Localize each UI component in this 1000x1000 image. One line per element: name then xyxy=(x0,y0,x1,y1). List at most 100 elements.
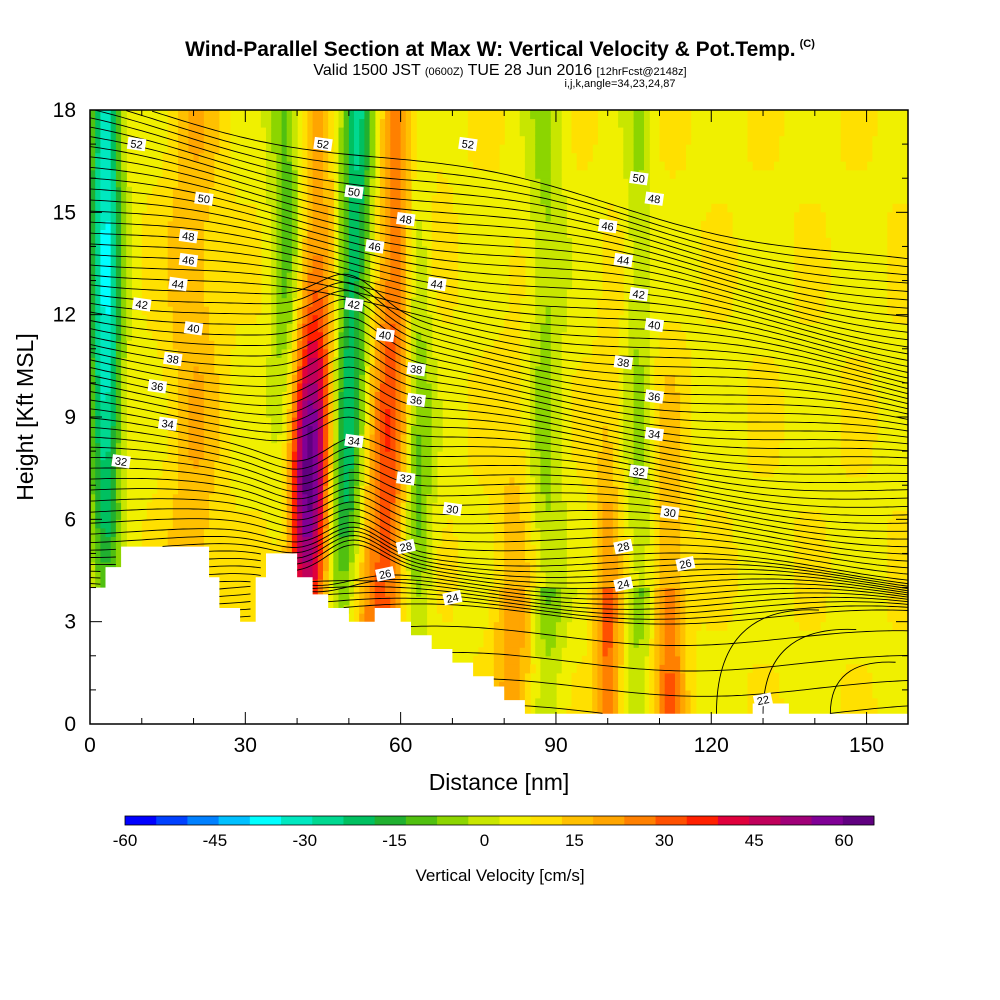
velocity-cell xyxy=(545,348,552,358)
velocity-cell xyxy=(100,562,107,572)
velocity-cell xyxy=(333,434,340,444)
velocity-cell xyxy=(209,425,215,435)
velocity-cell xyxy=(276,178,283,188)
velocity-cell xyxy=(426,374,433,384)
velocity-cell xyxy=(592,340,598,350)
velocity-cell xyxy=(644,340,650,350)
velocity-cell xyxy=(612,510,619,520)
velocity-cell xyxy=(416,229,422,239)
velocity-cell xyxy=(121,442,127,452)
velocity-cell xyxy=(597,391,604,401)
velocity-cell xyxy=(255,280,262,290)
velocity-cell xyxy=(550,672,557,682)
velocity-cell xyxy=(612,493,619,503)
velocity-cell xyxy=(167,510,174,520)
velocity-cell xyxy=(467,417,474,427)
velocity-cell xyxy=(183,203,189,213)
velocity-cell xyxy=(235,272,241,282)
velocity-cell xyxy=(607,698,614,708)
velocity-cell xyxy=(286,331,293,341)
velocity-cell xyxy=(281,382,288,392)
velocity-cell xyxy=(447,263,453,273)
velocity-cell xyxy=(400,237,407,247)
velocity-cell xyxy=(338,110,345,120)
velocity-cell xyxy=(115,442,122,452)
velocity-cell xyxy=(198,382,205,392)
velocity-cell xyxy=(514,408,521,418)
velocity-cell xyxy=(504,562,510,572)
velocity-cell xyxy=(447,203,453,213)
title-tag: (C) xyxy=(799,38,815,50)
velocity-cell xyxy=(675,374,681,384)
velocity-cell xyxy=(390,476,397,486)
velocity-cell xyxy=(504,502,510,512)
velocity-cell xyxy=(359,280,365,290)
velocity-cell xyxy=(675,365,681,375)
velocity-cell xyxy=(328,212,334,222)
velocity-cell xyxy=(587,451,593,461)
velocity-cell xyxy=(354,169,360,179)
velocity-cell xyxy=(442,536,448,546)
velocity-cell xyxy=(550,527,557,537)
velocity-cell xyxy=(333,536,340,546)
velocity-cell xyxy=(555,289,562,299)
velocity-cell xyxy=(628,689,635,699)
velocity-cell xyxy=(680,596,686,606)
velocity-cell xyxy=(493,357,500,367)
velocity-cell xyxy=(633,706,640,716)
velocity-cell xyxy=(411,127,417,137)
velocity-cell xyxy=(172,365,179,375)
velocity-cell xyxy=(545,246,552,256)
velocity-cell xyxy=(659,348,666,358)
velocity-cell xyxy=(504,655,510,665)
velocity-cell xyxy=(385,579,391,589)
velocity-cell xyxy=(540,365,547,375)
velocity-cell xyxy=(323,451,329,461)
velocity-cell xyxy=(172,493,179,503)
velocity-cell xyxy=(214,365,221,375)
velocity-cell xyxy=(224,527,231,537)
velocity-cell xyxy=(219,502,226,512)
velocity-cell xyxy=(597,451,604,461)
velocity-cell xyxy=(379,562,386,572)
velocity-cell xyxy=(561,527,567,537)
velocity-cell xyxy=(307,272,314,282)
velocity-cell xyxy=(276,348,283,358)
velocity-cell xyxy=(235,570,241,580)
velocity-cell xyxy=(338,425,345,435)
velocity-cell xyxy=(338,348,345,358)
velocity-cell xyxy=(203,255,210,265)
velocity-cell xyxy=(333,459,340,469)
velocity-cell xyxy=(369,613,376,623)
velocity-cell xyxy=(323,195,329,205)
velocity-cell xyxy=(607,596,614,606)
velocity-cell xyxy=(224,220,231,230)
velocity-cell xyxy=(488,630,495,640)
velocity-cell xyxy=(312,331,319,341)
velocity-cell xyxy=(178,323,184,333)
velocity-cell xyxy=(509,451,516,461)
velocity-cell xyxy=(436,579,443,589)
velocity-cell xyxy=(447,272,453,282)
velocity-cell xyxy=(291,527,298,537)
velocity-cell xyxy=(364,553,371,563)
velocity-cell xyxy=(317,161,324,171)
velocity-cell xyxy=(374,536,381,546)
velocity-cell xyxy=(669,127,676,137)
velocity-cell xyxy=(198,237,205,247)
velocity-cell xyxy=(669,613,676,623)
velocity-cell xyxy=(354,493,360,503)
velocity-cell xyxy=(545,681,552,691)
velocity-cell xyxy=(281,161,288,171)
velocity-cell xyxy=(411,331,417,341)
velocity-cell xyxy=(602,476,609,486)
velocity-cell xyxy=(354,365,360,375)
velocity-cell xyxy=(390,220,397,230)
velocity-cell xyxy=(675,681,681,691)
velocity-cell xyxy=(297,434,303,444)
velocity-cell xyxy=(550,698,557,708)
velocity-cell xyxy=(488,638,495,648)
velocity-cell xyxy=(379,135,386,145)
velocity-cell xyxy=(405,237,412,247)
velocity-cell xyxy=(291,399,298,409)
